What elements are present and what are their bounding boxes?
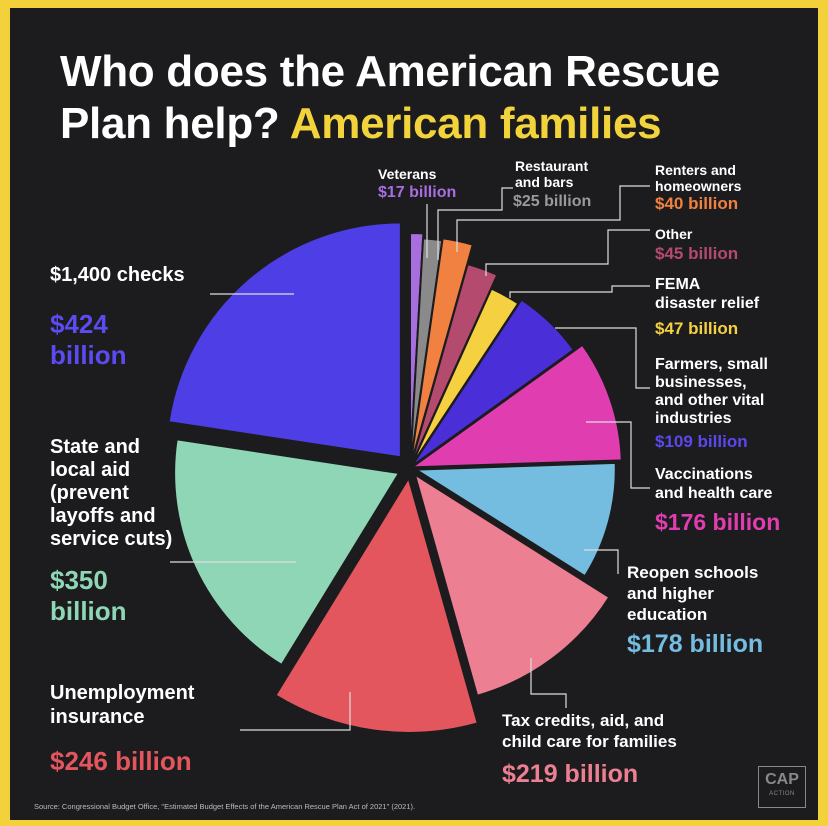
pie-slice-vaccinations [408,343,623,469]
infographic-panel: Who does the American Rescue Plan help? … [10,8,818,820]
label-unemployment-amount: $246 billion [50,746,192,776]
leader-line-unemployment [240,692,351,731]
pie-slice-schools [412,461,617,578]
title-line-1: Who does the American Rescue [60,47,720,96]
label-farmers-name-3: and other vital [655,392,765,409]
label-state-name-5: service cuts) [50,528,173,550]
page-title: Who does the American Rescue Plan help? … [60,46,800,150]
pie-slice-state [173,438,401,667]
label-renters-name-2: homeowners [655,178,742,194]
logo-sub: ACTION [769,791,795,797]
label-checks-name: $1,400 checks [50,264,185,286]
label-state-name-3: (prevent [50,482,129,504]
pie-slice-other [409,262,499,467]
label-checks-amount-1: $424 [50,309,108,339]
label-fema-name-2: disaster relief [655,295,760,312]
leader-lines [170,185,650,731]
label-farmers-name-2: businesses, [655,374,747,391]
label-state-name-2: local aid [50,459,131,481]
logo-main: CAP [765,771,799,788]
label-checks-amount-2: billion [50,340,127,370]
label-vaccinations-name-2: and health care [655,485,773,502]
label-state-name-1: State and [50,436,141,458]
leader-line-other [485,229,650,276]
label-schools-name-2: and higher [627,584,714,603]
label-fema-amount: $47 billion [655,319,739,338]
label-tax-name-1: Tax credits, aid, and [502,711,665,730]
title-line-2: Plan help? American families [60,98,800,150]
leader-line-vaccinations [586,421,650,489]
label-farmers-name-4: industries [655,410,732,427]
pie-slices [167,221,623,734]
label-state-name-4: layoffs and [50,505,156,527]
leader-line-fema [509,285,650,298]
label-schools-name-1: Reopen schools [627,563,759,582]
leader-line-tax [530,658,567,708]
label-vaccinations-name-1: Vaccinations [655,466,753,483]
leader-line-renters [456,185,650,252]
label-farmers-name-1: Farmers, small [655,356,768,373]
label-schools-amount: $178 billion [627,630,764,658]
title-question: Plan help? [60,99,280,148]
label-tax-name-2: child care for families [502,732,677,751]
label-veterans-name: Veterans [378,166,437,182]
label-other-name: Other [655,226,693,242]
label-unemployment-name-2: insurance [50,706,145,728]
pie-chart [167,185,650,734]
label-schools-name-3: education [627,605,708,624]
label-state-amount-2: billion [50,596,127,626]
leader-line-schools [584,549,619,574]
pie-slice-farmers [410,298,576,468]
label-renters-amount: $40 billion [655,194,739,213]
source-note: Source: Congressional Budget Office, "Es… [34,802,416,811]
label-fema-name-1: FEMA [655,276,701,293]
label-veterans-amount: $17 billion [378,184,457,201]
label-farmers-amount: $109 billion [655,432,748,451]
label-tax-amount: $219 billion [502,760,639,788]
label-state-amount-1: $350 [50,565,108,595]
pie-slice-unemployment [274,475,480,734]
label-restaurants-amount: $25 billion [513,193,592,210]
leader-line-farmers [555,327,650,389]
label-unemployment-name-1: Unemployment [50,682,195,704]
label-other-amount: $45 billion [655,244,739,263]
label-restaurants-name-1: Restaurant [515,158,589,174]
cap-action-logo: CAP ACTION [758,766,806,808]
label-restaurants-name-2: and bars [515,174,574,190]
label-renters-name-1: Renters and [655,162,736,178]
pie-slice-tax [413,472,611,698]
title-highlight: American families [289,99,662,148]
label-vaccinations-amount: $176 billion [655,509,781,535]
pie-slice-checks [167,221,402,459]
leader-line-restaurants [437,187,513,260]
